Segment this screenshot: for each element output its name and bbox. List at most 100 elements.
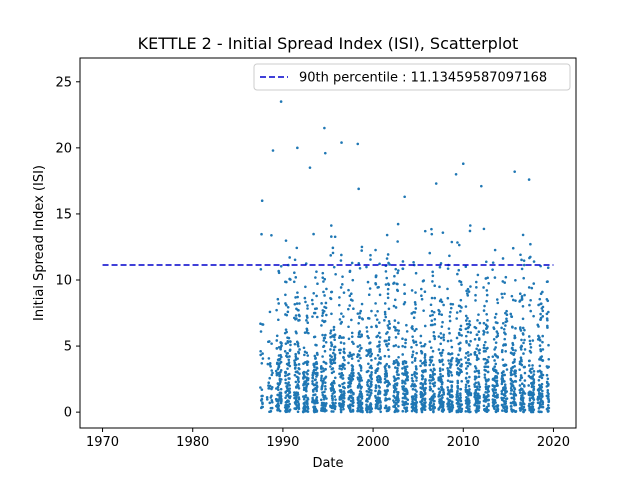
data-point [539, 397, 542, 400]
data-point [514, 374, 518, 378]
data-point [523, 348, 527, 351]
data-point [423, 401, 427, 404]
data-point [483, 373, 487, 376]
data-point [547, 394, 550, 398]
data-point [322, 360, 326, 364]
data-point [297, 405, 301, 409]
data-point [378, 357, 381, 360]
data-point [439, 342, 443, 346]
data-point [547, 343, 550, 347]
data-point [383, 381, 387, 384]
data-point [332, 265, 336, 269]
data-point [351, 340, 354, 344]
data-point [304, 387, 308, 391]
data-point [323, 349, 327, 353]
data-point [358, 349, 361, 353]
data-point [370, 383, 373, 387]
data-point [420, 402, 424, 406]
data-point [289, 343, 292, 347]
data-point [338, 389, 342, 392]
data-point [387, 336, 391, 339]
data-point [376, 353, 380, 357]
data-point [352, 307, 355, 311]
data-point [410, 346, 413, 349]
data-point [405, 323, 408, 327]
data-point [313, 410, 316, 414]
data-point [332, 351, 335, 355]
data-point [278, 373, 281, 377]
data-point [469, 224, 472, 227]
data-point [420, 410, 424, 414]
data-point [401, 367, 404, 370]
data-point [283, 370, 287, 374]
data-point [287, 361, 291, 364]
data-point [379, 405, 383, 409]
data-point [311, 371, 315, 375]
data-point [401, 344, 404, 348]
data-point [348, 389, 351, 393]
data-point [522, 341, 525, 345]
data-point [351, 400, 355, 404]
data-point [358, 400, 362, 403]
data-point [374, 324, 378, 328]
data-point [278, 382, 282, 385]
data-point [370, 309, 373, 313]
data-point [339, 408, 343, 411]
data-point [387, 342, 390, 346]
data-point [270, 373, 274, 377]
data-point [351, 410, 355, 413]
data-point [357, 359, 360, 363]
data-point [449, 310, 452, 314]
data-point [393, 319, 397, 322]
data-point [288, 410, 291, 413]
data-point [329, 297, 333, 301]
data-point [402, 392, 405, 395]
data-point [323, 126, 326, 130]
data-point [457, 396, 461, 400]
data-point [531, 364, 534, 367]
data-point [455, 357, 459, 361]
data-point [342, 291, 346, 294]
data-point [483, 399, 487, 403]
data-point [401, 396, 405, 400]
data-point [350, 364, 354, 367]
data-point [367, 293, 371, 296]
data-point [448, 362, 451, 365]
data-point [394, 366, 397, 369]
data-point [313, 378, 317, 382]
data-point [330, 355, 333, 359]
data-point [414, 291, 417, 294]
data-point [333, 353, 337, 356]
data-point [323, 334, 327, 337]
data-point [340, 141, 343, 144]
data-point [330, 224, 333, 227]
data-point [366, 334, 369, 338]
data-point [460, 283, 463, 286]
data-point [414, 367, 418, 370]
data-point [520, 402, 523, 406]
data-point [384, 270, 388, 273]
data-point [486, 358, 489, 362]
data-point [520, 298, 524, 301]
data-point [365, 354, 368, 357]
data-point [422, 344, 426, 348]
data-point [450, 240, 454, 244]
data-point [431, 313, 434, 317]
data-point [431, 390, 435, 393]
data-point [494, 401, 497, 404]
data-point [431, 280, 434, 283]
data-point [385, 233, 389, 237]
data-point [440, 354, 443, 357]
data-point [351, 299, 354, 302]
data-point [401, 381, 404, 385]
data-point [325, 313, 328, 317]
data-point [433, 335, 436, 338]
data-point [333, 338, 336, 342]
data-point [402, 373, 406, 376]
data-point [423, 290, 427, 294]
data-point [321, 276, 325, 279]
data-point [446, 397, 449, 400]
data-point [303, 350, 307, 354]
data-point [434, 182, 438, 185]
data-point [275, 347, 279, 350]
